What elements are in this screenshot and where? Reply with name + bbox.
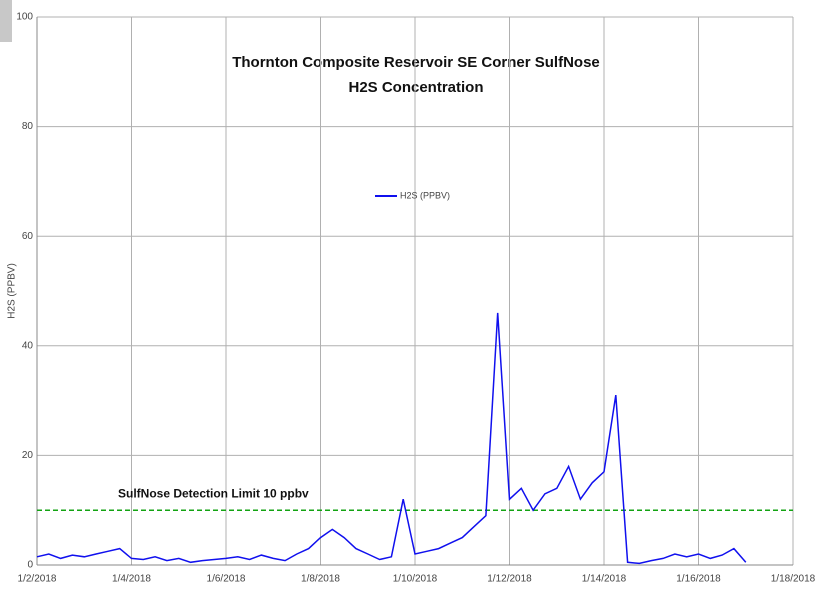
y-tick-label: 100 <box>16 12 33 23</box>
x-tick-label: 1/10/2018 <box>393 574 438 585</box>
data-line <box>36 312 747 565</box>
y-tick-label: 80 <box>22 121 34 132</box>
window-edge <box>0 0 12 42</box>
reference-label: SulfNose Detection Limit 10 ppbv <box>118 486 309 500</box>
y-tick-label: 60 <box>22 231 34 242</box>
x-tick-label: 1/14/2018 <box>582 574 627 585</box>
x-tick-label: 1/12/2018 <box>487 574 532 585</box>
chart-subtitle: H2S Concentration <box>348 79 483 96</box>
chart-title: Thornton Composite Reservoir SE Corner S… <box>232 54 600 71</box>
x-tick-label: 1/8/2018 <box>301 574 340 585</box>
legend-label: H2S (PPBV) <box>400 190 450 200</box>
x-tick-label: 1/18/2018 <box>771 574 816 585</box>
y-axis-label: H2S (PPBV) <box>7 263 18 319</box>
y-tick-label: 40 <box>22 340 34 351</box>
x-tick-label: 1/16/2018 <box>676 574 721 585</box>
y-tick-label: 0 <box>27 560 33 571</box>
y-tick-label: 20 <box>22 450 34 461</box>
x-tick-label: 1/4/2018 <box>112 574 151 585</box>
x-tick-label: 1/6/2018 <box>207 574 246 585</box>
x-tick-label: 1/2/2018 <box>18 574 57 585</box>
